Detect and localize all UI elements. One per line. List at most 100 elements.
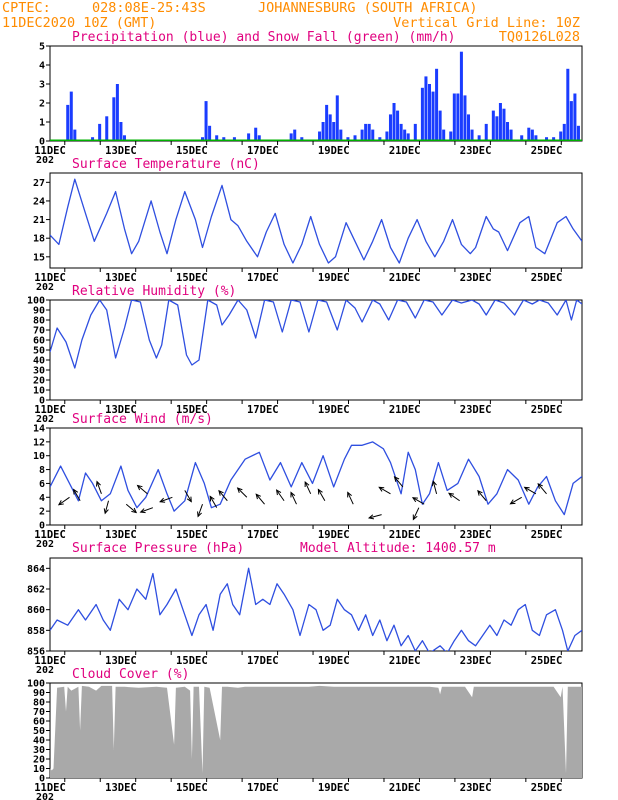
wind-vector-head — [393, 476, 400, 482]
cloud-ytick-label: 20 — [33, 755, 45, 766]
rh-ytick-label: 0 — [39, 396, 45, 407]
wind-vector-arrow — [137, 485, 148, 495]
rh-date-label: 23DEC — [460, 404, 492, 416]
wind-date-label: 19DEC — [318, 529, 350, 541]
rh-panel-title: Relative Humidity (%) — [72, 284, 236, 299]
rh-ytick-label: 90 — [33, 306, 45, 317]
wind-vector-arrow — [524, 486, 537, 495]
precip-bar — [122, 135, 126, 141]
wind-date-label: 13DEC — [105, 529, 137, 541]
rh-ytick-label: 20 — [33, 376, 45, 387]
wind-vector-arrow — [104, 500, 110, 514]
precip-bar — [388, 114, 392, 141]
wind-vector-arrow — [73, 489, 81, 501]
precip-bar — [360, 129, 364, 141]
rh-year-fragment: 202 — [36, 414, 54, 425]
pressure-ytick-label: 856 — [27, 647, 45, 658]
precip-bar — [335, 95, 339, 141]
precip-date-label: 23DEC — [460, 145, 492, 157]
wind-vector-head — [412, 514, 418, 521]
temp-panel-title: Surface Temperature (nC) — [72, 157, 260, 172]
cloud-marks — [50, 685, 582, 778]
wind-vector-head — [218, 489, 224, 496]
precip-bar — [452, 93, 456, 141]
wind-date-label: 23DEC — [460, 529, 492, 541]
rh-series-line — [50, 300, 582, 369]
precip-bar — [328, 114, 332, 141]
wind-ytick-label: 0 — [39, 521, 45, 532]
pressure-date-label: 25DEC — [531, 655, 563, 667]
pressure-panel-title: Surface Pressure (hPa) — [72, 541, 244, 556]
wind-vector-arrow — [304, 481, 312, 495]
precip-panel-frame — [49, 45, 583, 142]
temp-date-label: 23DEC — [460, 272, 492, 284]
precip-marks — [50, 51, 582, 141]
temp-date-label: 11DEC — [34, 272, 66, 284]
precip-bar — [403, 129, 407, 141]
precip-bar — [545, 137, 549, 141]
header-coords: 028:08E-25:43S — [92, 0, 206, 16]
precip-bar — [204, 101, 208, 141]
temp-panel-frame — [49, 172, 583, 269]
precip-bar — [463, 95, 467, 141]
precip-ytick-label: 3 — [39, 80, 45, 91]
header-code: TQ0126L028 — [499, 29, 580, 45]
precip-bar — [559, 131, 563, 141]
wind-panel-title: Surface Wind (m/s) — [72, 412, 213, 427]
precip-bar — [562, 123, 566, 141]
rh-ytick-label: 30 — [33, 366, 45, 377]
precip-bar — [392, 103, 396, 141]
precip-date-label: 11DEC — [34, 145, 66, 157]
precip-bar — [484, 123, 488, 141]
precip-ytick-label: 5 — [39, 42, 45, 53]
precip-bar — [371, 129, 375, 141]
wind-vector-arrow — [125, 503, 137, 513]
temp-ytick-label: 18 — [33, 234, 45, 245]
precip-date-label: 15DEC — [176, 145, 208, 157]
precip-bar — [527, 127, 531, 141]
temp-date-label: 17DEC — [247, 272, 279, 284]
precip-date-label: 19DEC — [318, 145, 350, 157]
wind-vector-arrow — [209, 496, 218, 508]
rh-ytick-label: 70 — [33, 326, 45, 337]
precip-bar — [332, 122, 336, 141]
cloud-ytick-label: 60 — [33, 717, 45, 728]
cloud-date-label: 17DEC — [247, 782, 279, 794]
precip-bar — [470, 129, 474, 141]
precip-bar — [112, 97, 116, 141]
precip-ytick-label: 0 — [39, 137, 45, 148]
rh-ytick-label: 100 — [27, 296, 45, 307]
wind-ytick-label: 8 — [39, 465, 45, 476]
precip-date-label: 17DEC — [247, 145, 279, 157]
wind-vector-arrow — [276, 489, 285, 502]
wind-vector-arrow — [237, 487, 248, 498]
rh-ytick-label: 10 — [33, 386, 45, 397]
cloud-date-label: 13DEC — [105, 782, 137, 794]
cloud-ytick-label: 70 — [33, 707, 45, 718]
wind-vector-head — [523, 486, 530, 492]
cloud-date-label: 21DEC — [389, 782, 421, 794]
cloud-cover-area — [50, 685, 582, 778]
temp-date-label: 13DEC — [105, 272, 137, 284]
precip-bar — [325, 104, 329, 141]
precip-date-label: 25DEC — [531, 145, 563, 157]
pressure-date-label: 11DEC — [34, 655, 66, 667]
rh-ytick-label: 40 — [33, 356, 45, 367]
precip-bar — [232, 137, 236, 141]
wind-vector-head — [73, 488, 79, 495]
temp-ytick-label: 21 — [33, 215, 45, 226]
header-source: CPTEC: — [2, 0, 51, 16]
precip-bar — [257, 135, 261, 141]
precip-bar — [431, 91, 435, 141]
pressure-series-line — [50, 567, 582, 651]
pressure-year-fragment: 202 — [36, 665, 54, 676]
precip-bar — [566, 68, 570, 141]
precip-bar — [495, 116, 499, 141]
pressure-date-label: 23DEC — [460, 655, 492, 667]
wind-vector-head — [131, 507, 138, 514]
pressure-marks — [50, 567, 582, 651]
wind-date-label: 11DEC — [34, 529, 66, 541]
wind-vector-head — [477, 489, 483, 496]
precip-bar — [73, 129, 77, 141]
